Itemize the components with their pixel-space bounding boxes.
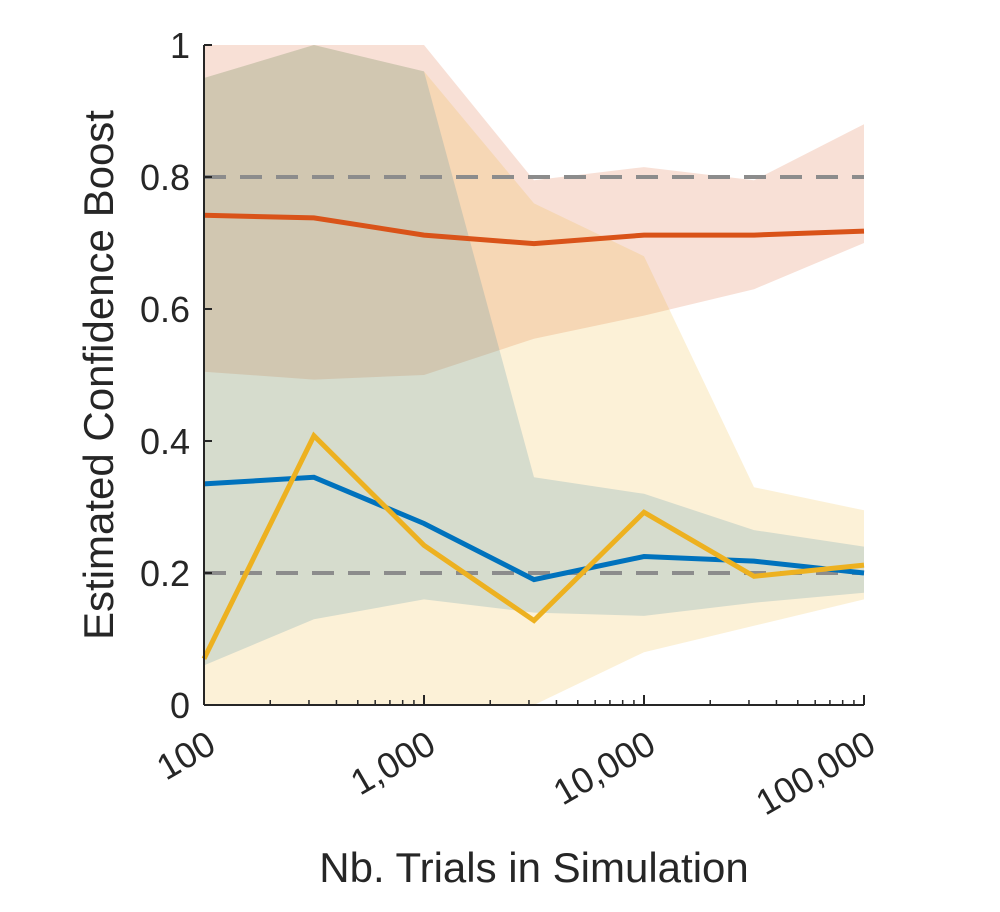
y-tick-label: 0: [170, 685, 190, 726]
reference-lines: [204, 175, 864, 575]
series-lines: [201, 212, 865, 660]
x-tick-label: 100: [149, 722, 222, 788]
y-tick-label: 0.8: [140, 157, 190, 198]
series-line-2: [203, 474, 865, 583]
x-tick-label: 100,000: [749, 722, 882, 823]
series-line-1: [203, 212, 865, 247]
x-tick-label: 1,000: [343, 722, 442, 803]
x-axis-title: Nb. Trials in Simulation: [319, 844, 749, 891]
y-tick-label: 1: [170, 25, 190, 66]
x-tick-label: 10,000: [546, 722, 662, 813]
y-tick-label: 0.6: [140, 289, 190, 330]
band-series-1: [204, 45, 864, 380]
axes: [203, 44, 865, 706]
uncertainty-bands: [204, 45, 864, 705]
y-tick-label: 0.4: [140, 421, 190, 462]
y-axis-title: Estimated Confidence Boost: [75, 110, 122, 640]
band-series-2: [204, 45, 864, 666]
band-series-3: [204, 45, 864, 705]
y-tick-label: 0.2: [140, 553, 190, 594]
series-line-3: [201, 431, 865, 660]
